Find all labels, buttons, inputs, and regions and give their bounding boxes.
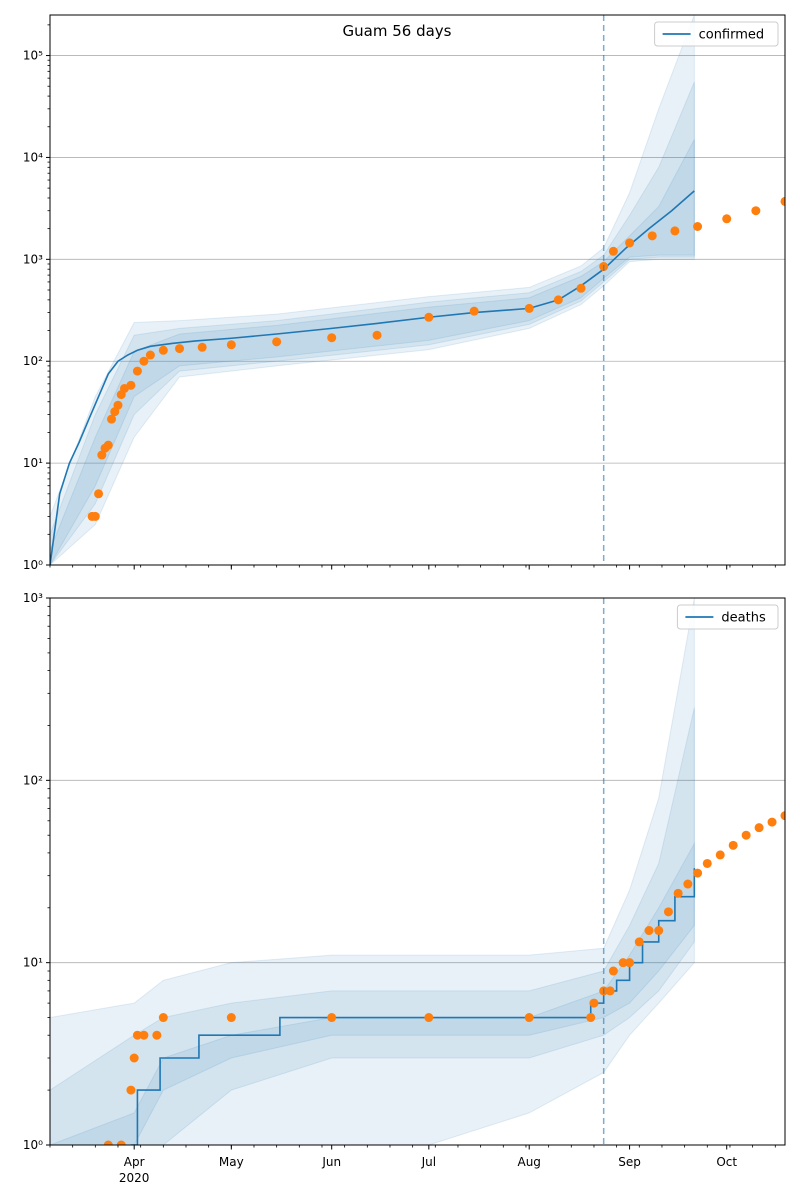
observed-point	[158, 1013, 168, 1023]
observed-point	[702, 858, 712, 868]
y-tick-label: 10¹	[23, 956, 43, 970]
x-tick-label: Oct	[716, 1155, 737, 1169]
observed-point	[113, 400, 123, 410]
observed-point	[625, 958, 635, 968]
observed-point	[553, 295, 563, 305]
observed-point	[272, 337, 282, 347]
y-tick-label: 10²	[23, 773, 43, 787]
plot-area	[50, 15, 785, 565]
y-tick-label: 10⁵	[23, 49, 43, 63]
observed-point	[152, 1030, 162, 1040]
x-year-label: 2020	[119, 1171, 150, 1185]
observed-point	[107, 414, 117, 424]
observed-point	[647, 231, 657, 241]
uncertainty-band	[50, 15, 695, 565]
observed-point	[90, 511, 100, 521]
observed-point	[139, 1030, 149, 1040]
observed-point	[103, 440, 113, 450]
observed-point	[586, 1013, 596, 1023]
observed-point	[683, 879, 693, 889]
model-line	[50, 190, 695, 565]
x-tick-label: Jun	[321, 1155, 341, 1169]
legend-box	[654, 21, 779, 47]
observed-point	[644, 926, 654, 936]
observed-point	[158, 345, 168, 355]
observed-point	[663, 907, 673, 917]
observed-point	[469, 306, 479, 316]
observed-point	[618, 958, 628, 968]
legend: confirmed	[654, 21, 779, 47]
observed-point	[589, 998, 599, 1008]
legend: deaths	[676, 604, 779, 630]
observed-point	[132, 1030, 142, 1040]
observed-point	[715, 850, 725, 860]
x-tick-label: Sep	[618, 1155, 641, 1169]
y-tick-label: 10²	[23, 354, 43, 368]
observed-point	[97, 450, 107, 460]
observed-point	[116, 1140, 126, 1145]
observed-point	[126, 1085, 136, 1095]
observed-point	[634, 937, 644, 947]
y-tick-label: 10⁰	[23, 558, 43, 572]
x-tick-label: Jul	[421, 1155, 436, 1169]
uncertainty-band	[50, 598, 695, 1145]
x-tick-label: Apr	[124, 1155, 145, 1169]
observed-point	[693, 868, 703, 878]
observed-point	[722, 214, 732, 224]
y-tick-label: 10⁰	[23, 1138, 43, 1152]
observed-point	[780, 811, 785, 821]
observed-point	[94, 489, 104, 499]
observed-point	[608, 966, 618, 976]
observed-point	[524, 303, 534, 313]
observed-point	[654, 926, 664, 936]
observed-point	[139, 356, 149, 366]
observed-point	[424, 1013, 434, 1023]
observed-point	[728, 840, 738, 850]
observed-point	[226, 1013, 236, 1023]
observed-point	[767, 817, 777, 827]
y-tick-label: 10⁴	[23, 150, 43, 164]
deaths-panel: 10⁰ 10¹ 10² 10³ Apr May Jun Jul Aug Sep Oct 2020 dea…	[23, 591, 786, 1185]
observed-point	[670, 226, 680, 236]
observed-point	[129, 1053, 139, 1063]
observed-point	[197, 342, 207, 352]
observed-point	[741, 830, 751, 840]
chart-title: Guam 56 days	[343, 22, 452, 40]
legend-label: deaths	[721, 611, 766, 626]
legend-box	[676, 604, 779, 630]
observed-point	[780, 196, 785, 206]
observed-point	[754, 823, 764, 833]
observed-point	[327, 333, 337, 343]
y-tick-label: 10¹	[23, 456, 43, 470]
plot-area	[50, 598, 785, 1145]
observed-point	[608, 246, 618, 256]
observed-point	[576, 283, 586, 293]
observed-point	[625, 238, 635, 248]
x-tick-label: Aug	[517, 1155, 540, 1169]
axes-frame	[49, 597, 786, 1146]
observed-point	[327, 1013, 337, 1023]
confirmed-panel: 10⁰ 10¹ 10² 10³ 10⁴ 10⁵ confirmed Guam 56 days	[23, 14, 786, 572]
observed-point	[103, 1140, 113, 1145]
observed-point	[226, 340, 236, 350]
y-tick-label: 10³	[23, 252, 43, 266]
observed-point	[524, 1013, 534, 1023]
observed-point	[605, 986, 615, 996]
observed-point	[126, 380, 136, 390]
observed-point	[132, 366, 142, 376]
legend-label: confirmed	[699, 28, 765, 43]
observed-point	[175, 344, 185, 354]
observed-point	[751, 206, 761, 216]
observed-point	[372, 330, 382, 340]
x-tick-label: May	[219, 1155, 244, 1169]
observed-point	[145, 350, 155, 360]
y-tick-label: 10³	[23, 591, 43, 605]
observed-point	[673, 888, 683, 898]
observed-point	[693, 221, 703, 231]
observed-point	[424, 312, 434, 322]
